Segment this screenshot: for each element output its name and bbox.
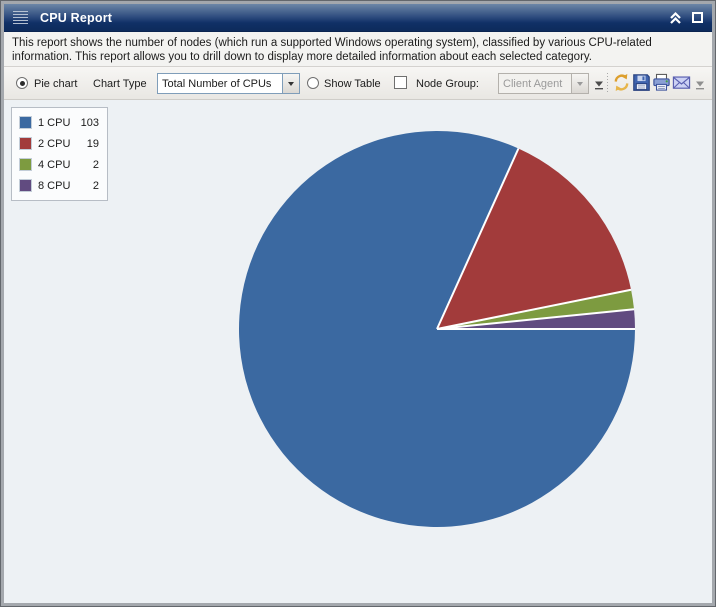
email-icon[interactable] <box>672 73 691 92</box>
pie-chart-radio-label[interactable]: Pie chart <box>34 78 78 90</box>
pie-chart <box>239 131 635 528</box>
chevron-down-icon[interactable] <box>282 74 299 93</box>
titlebar: CPU Report <box>4 4 712 32</box>
chart-type-select-value: Total Number of CPUs <box>162 77 272 90</box>
legend-row: 4 CPU 2 <box>19 154 99 175</box>
collapse-icon[interactable] <box>668 11 683 24</box>
pie-slice-2-cpu[interactable] <box>437 148 632 329</box>
node-group-checkbox[interactable] <box>394 76 407 89</box>
legend-label: 8 CPU <box>38 179 71 192</box>
legend-value: 2 <box>92 158 99 171</box>
legend-row: 1 CPU 103 <box>19 112 99 133</box>
chart-legend: 1 CPU 103 2 CPU 19 4 CPU 2 8 CPU 2 <box>11 107 108 201</box>
chart-area: 1 CPU 103 2 CPU 19 4 CPU 2 8 CPU 2 <box>4 100 712 603</box>
pie-slice-separator <box>436 148 520 330</box>
pie-slice-separator <box>436 288 632 330</box>
node-group-select-value: Client Agent <box>503 77 563 90</box>
chevron-down-icon[interactable] <box>571 74 588 93</box>
toolbar-separator <box>607 73 608 94</box>
overflow-menu-icon[interactable] <box>695 79 705 91</box>
panel-content: CPU Report This report shows the number … <box>4 4 712 603</box>
legend-row: 2 CPU 19 <box>19 133 99 154</box>
legend-color-chip <box>19 179 32 192</box>
save-icon[interactable] <box>632 73 651 92</box>
legend-value: 103 <box>80 116 99 129</box>
show-table-radio-label[interactable]: Show Table <box>324 78 381 90</box>
print-icon[interactable] <box>652 73 671 92</box>
pie-chart-radio[interactable] <box>16 77 28 89</box>
legend-label: 4 CPU <box>38 158 71 171</box>
node-group-label: Node Group: <box>416 78 479 90</box>
legend-value: 19 <box>86 137 99 150</box>
toolbar: Pie chart Chart Type Total Number of CPU… <box>4 67 712 100</box>
legend-row: 8 CPU 2 <box>19 175 99 196</box>
legend-value: 2 <box>92 179 99 192</box>
chart-type-label: Chart Type <box>93 78 147 90</box>
show-table-radio[interactable] <box>307 77 319 89</box>
pie-slice-separator <box>436 308 635 330</box>
legend-color-chip <box>19 158 32 171</box>
node-group-select[interactable]: Client Agent <box>498 73 589 94</box>
legend-color-chip <box>19 137 32 150</box>
grip-icon[interactable] <box>13 11 28 24</box>
legend-label: 1 CPU <box>38 116 71 129</box>
window-icon[interactable] <box>692 12 703 23</box>
report-description: This report shows the number of nodes (w… <box>4 32 712 67</box>
chart-type-select[interactable]: Total Number of CPUs <box>157 73 300 94</box>
legend-label: 2 CPU <box>38 137 71 150</box>
overflow-menu-icon[interactable] <box>594 79 604 91</box>
refresh-icon[interactable] <box>612 73 631 92</box>
legend-color-chip <box>19 116 32 129</box>
panel-title: CPU Report <box>40 10 113 25</box>
